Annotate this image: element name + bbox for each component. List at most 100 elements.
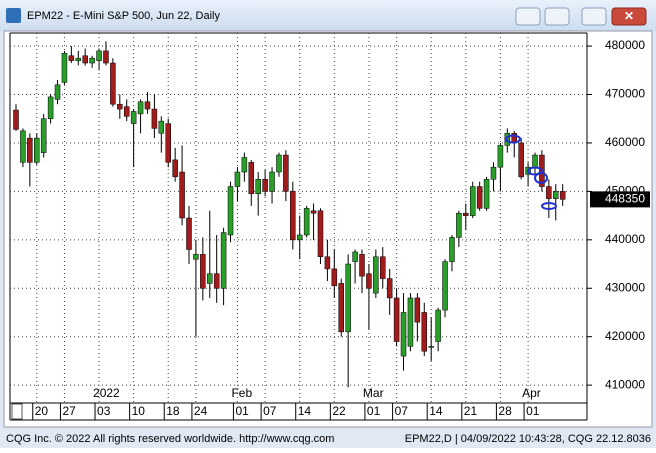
candle-body — [463, 212, 469, 216]
candle-body — [241, 157, 248, 173]
candle-body — [269, 171, 275, 192]
annotation-ellipse — [505, 134, 521, 144]
link-button[interactable] — [515, 7, 541, 26]
candle-body — [449, 237, 455, 262]
candle-body — [414, 297, 421, 323]
candle-body — [303, 208, 310, 236]
candle-body — [483, 179, 490, 209]
candle-body — [96, 50, 102, 61]
candle-body — [366, 273, 372, 289]
candle-body — [207, 273, 213, 284]
close-button[interactable] — [611, 7, 647, 26]
x-tick-label: 24 — [194, 404, 208, 418]
candle-body — [476, 186, 483, 209]
candle-body — [518, 142, 524, 178]
candle-body — [553, 191, 559, 199]
candle-body — [435, 309, 441, 342]
candle-body — [82, 55, 88, 64]
x-tick-label: 14 — [429, 404, 443, 418]
candle-body — [103, 50, 109, 64]
annotation-ellipse — [541, 202, 557, 210]
annotation-ellipse — [527, 166, 543, 176]
candle-body — [34, 137, 40, 163]
candle-body — [61, 53, 68, 83]
candle-body — [345, 263, 351, 333]
x-tick-label: 01 — [526, 404, 540, 418]
candle-body — [380, 256, 386, 279]
candle-body — [283, 154, 289, 192]
month-label: Feb — [231, 386, 252, 400]
x-tick-label: 07 — [263, 404, 277, 418]
month-label: 2022 — [93, 386, 120, 400]
candle-body — [20, 130, 26, 163]
candle-body — [186, 217, 192, 250]
x-tick-label: 01 — [235, 404, 249, 418]
candle-body — [456, 212, 462, 238]
app-icon — [6, 8, 21, 23]
x-tick-label: 27 — [62, 404, 76, 418]
candle-body — [158, 120, 165, 134]
candle-body — [310, 210, 317, 214]
candle-body — [165, 123, 171, 163]
y-tick-label: 420000 — [605, 329, 645, 343]
y-tick-label: 430000 — [605, 280, 645, 294]
candle-body — [172, 159, 178, 178]
close-icon: ✕ — [624, 9, 634, 23]
candle-body — [75, 57, 82, 61]
candle-body — [497, 145, 504, 168]
candle-body — [559, 191, 566, 200]
candle-body — [276, 154, 282, 173]
candle-body — [400, 312, 407, 357]
restore-button[interactable] — [581, 7, 607, 26]
candle-body — [331, 268, 338, 287]
last-price-label: 448350 — [605, 192, 645, 206]
x-tick-label: 18 — [166, 404, 180, 418]
candle-body — [532, 154, 538, 168]
candle-body — [338, 283, 344, 333]
candle-body — [317, 210, 324, 258]
y-tick-label: 460000 — [605, 135, 645, 149]
candle-body — [393, 297, 400, 342]
candle-body — [40, 118, 47, 153]
candle-body — [469, 186, 476, 216]
candle-body — [227, 186, 234, 236]
candle-body — [123, 106, 130, 117]
candle-body — [359, 254, 365, 277]
candle-body — [130, 111, 137, 124]
candle-body — [352, 251, 358, 262]
candle-body — [296, 234, 303, 241]
candle-body — [490, 166, 497, 180]
candle-body — [144, 101, 151, 110]
candle-body — [68, 55, 75, 61]
annotation-ellipse — [534, 172, 548, 184]
footer-left: CQG Inc. © 2022 All rights reserved worl… — [6, 433, 334, 445]
candle-body — [234, 171, 241, 187]
candle-body — [262, 179, 268, 192]
candle-body — [386, 278, 393, 299]
candle-body — [546, 186, 552, 199]
candle-body — [421, 312, 428, 352]
y-tick-label: 470000 — [605, 87, 645, 101]
candle-body — [373, 256, 379, 294]
month-label: Mar — [363, 386, 384, 400]
candle-body — [220, 232, 227, 289]
x-tick-label: 03 — [97, 404, 111, 418]
x-tick-label: 21 — [464, 404, 478, 418]
window-title: EPM22 - E-Mini S&P 500, Jun 22, Daily — [27, 10, 220, 22]
scroll-box[interactable] — [11, 403, 23, 420]
chart-pane — [3, 30, 653, 428]
candle-body — [47, 96, 54, 119]
x-tick-label: 22 — [332, 404, 346, 418]
candle-body — [213, 273, 220, 289]
candle-body — [27, 137, 33, 163]
y-tick-label: 440000 — [605, 232, 645, 246]
minimize-button[interactable] — [544, 7, 570, 26]
candle-body — [324, 256, 331, 270]
candle-body — [407, 297, 414, 347]
y-tick-label: 410000 — [605, 377, 645, 391]
candle-body — [54, 84, 61, 100]
candle-body — [13, 109, 19, 130]
candle-body — [151, 108, 158, 129]
x-tick-label: 28 — [498, 404, 512, 418]
